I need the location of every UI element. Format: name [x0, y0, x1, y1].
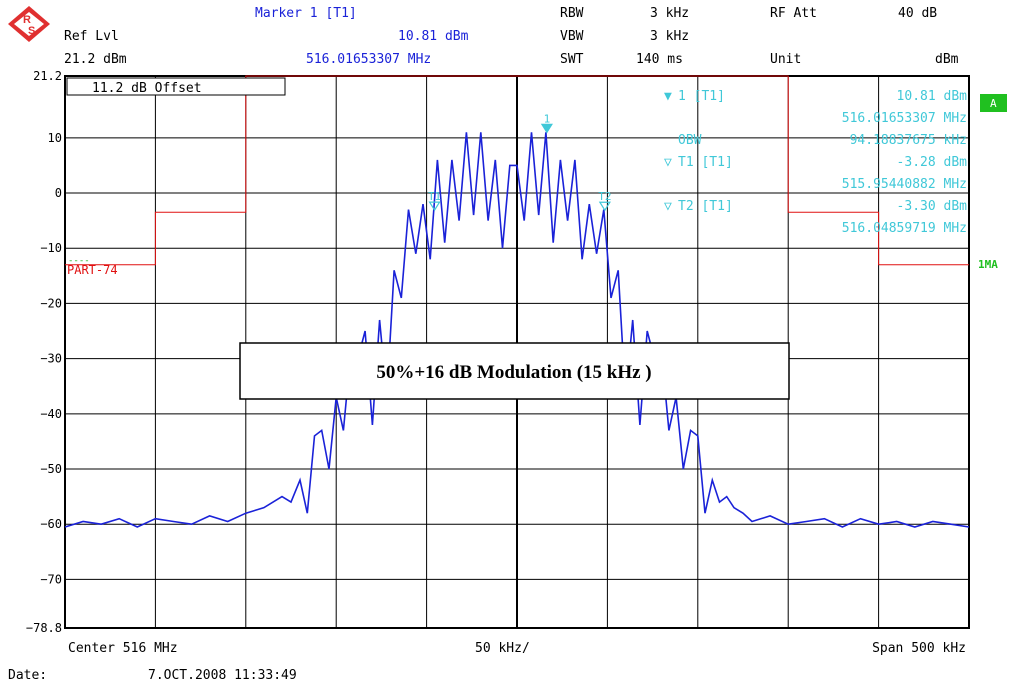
y-tick-label: −40 [40, 407, 62, 421]
rbw-label: RBW [560, 6, 584, 21]
marker-label: T1 [428, 190, 441, 203]
marker-info-value: 10.81 dBm [897, 89, 968, 104]
unit-value: dBm [935, 52, 959, 67]
y-tick-label: −60 [40, 517, 62, 531]
y-tick-label: −30 [40, 352, 62, 366]
marker-label: T2 [598, 190, 611, 203]
y-tick-labels: 21.2 10 0 −10 −20 −30 −40 −50 −60 −70 −78.8 [26, 69, 62, 635]
division-scale: 50 kHz/ [475, 641, 530, 656]
date-line: Date: 7.OCT.2008 11:33:49 [8, 668, 297, 683]
date-label: Date: [8, 668, 48, 683]
marker-info-name: 1 [T1] [678, 89, 725, 104]
ref-lvl-label: Ref Lvl [64, 29, 119, 44]
marker-level: 10.81 dBm [398, 29, 469, 44]
marker-info-value: 515.95440882 MHz [842, 177, 967, 192]
y-tick-label: −10 [40, 241, 62, 255]
limit-dash: ---- [68, 256, 90, 266]
annotation-text: 50%+16 dB Modulation (15 kHz ) [376, 362, 651, 383]
span-value: Span 500 kHz [872, 641, 966, 656]
offset-label: 11.2 dB Offset [92, 81, 202, 96]
marker-info-value: -3.28 dBm [897, 155, 968, 170]
y-tick-label: −70 [40, 572, 62, 586]
marker-info-value: 94.18837675 kHz [850, 133, 967, 148]
marker-info-value: -3.30 dBm [897, 199, 968, 214]
rohde-schwarz-logo: R S [8, 6, 50, 42]
marker-info-symbol: ▽ [664, 199, 672, 214]
rbw-value: 3 kHz [650, 6, 690, 21]
svg-text:R: R [23, 14, 31, 26]
y-tick-label: −50 [40, 462, 62, 476]
marker-symbol [428, 201, 441, 212]
rf-att-value: 40 dB [898, 6, 938, 21]
marker-info-symbol: ▽ [664, 155, 672, 170]
trace-badge: A [990, 97, 997, 110]
rf-att-label: RF Att [770, 6, 817, 21]
y-tick-label: 10 [48, 131, 62, 145]
spectrum-trace [64, 132, 970, 528]
svg-text:S: S [28, 25, 35, 37]
marker-title: Marker 1 [T1] [255, 6, 357, 21]
markers: 1 T1 T2 [428, 112, 611, 212]
y-tick-label: −78.8 [26, 621, 62, 635]
marker-symbol [598, 201, 611, 212]
marker-info-name: T2 [T1] [678, 199, 733, 214]
date-value: 7.OCT.2008 11:33:49 [148, 668, 297, 683]
vbw-value: 3 kHz [650, 29, 690, 44]
marker-info-symbol: ▼ [664, 89, 672, 104]
y-tick-label: −20 [40, 296, 62, 310]
limit-line-name: PART-74 [67, 263, 118, 277]
marker-symbol [540, 123, 553, 134]
center-frequency: Center 516 MHz [68, 641, 178, 656]
vbw-label: VBW [560, 29, 584, 44]
marker-label: 1 [544, 112, 551, 125]
swt-label: SWT [560, 52, 584, 67]
marker-info-name: T1 [T1] [678, 155, 733, 170]
limit-line [65, 75, 969, 266]
y-tick-label: 21.2 [33, 69, 62, 83]
marker-info-value: 516.04859719 MHz [842, 221, 967, 236]
marker-info-name: OBW [678, 133, 702, 148]
marker-info-value: 516.01653307 MHz [842, 111, 967, 126]
ref-lvl-value: 21.2 dBm [64, 52, 127, 67]
marker-info-block: ▼ 1 [T1] 10.81 dBm 516.01653307 MHz OBW 94.18… [664, 89, 967, 236]
marker-frequency: 516.01653307 MHz [306, 52, 432, 67]
unit-label: Unit [770, 52, 802, 67]
y-tick-label: 0 [55, 186, 62, 200]
side-label-1ma: 1MA [978, 258, 998, 271]
swt-value: 140 ms [636, 52, 683, 67]
